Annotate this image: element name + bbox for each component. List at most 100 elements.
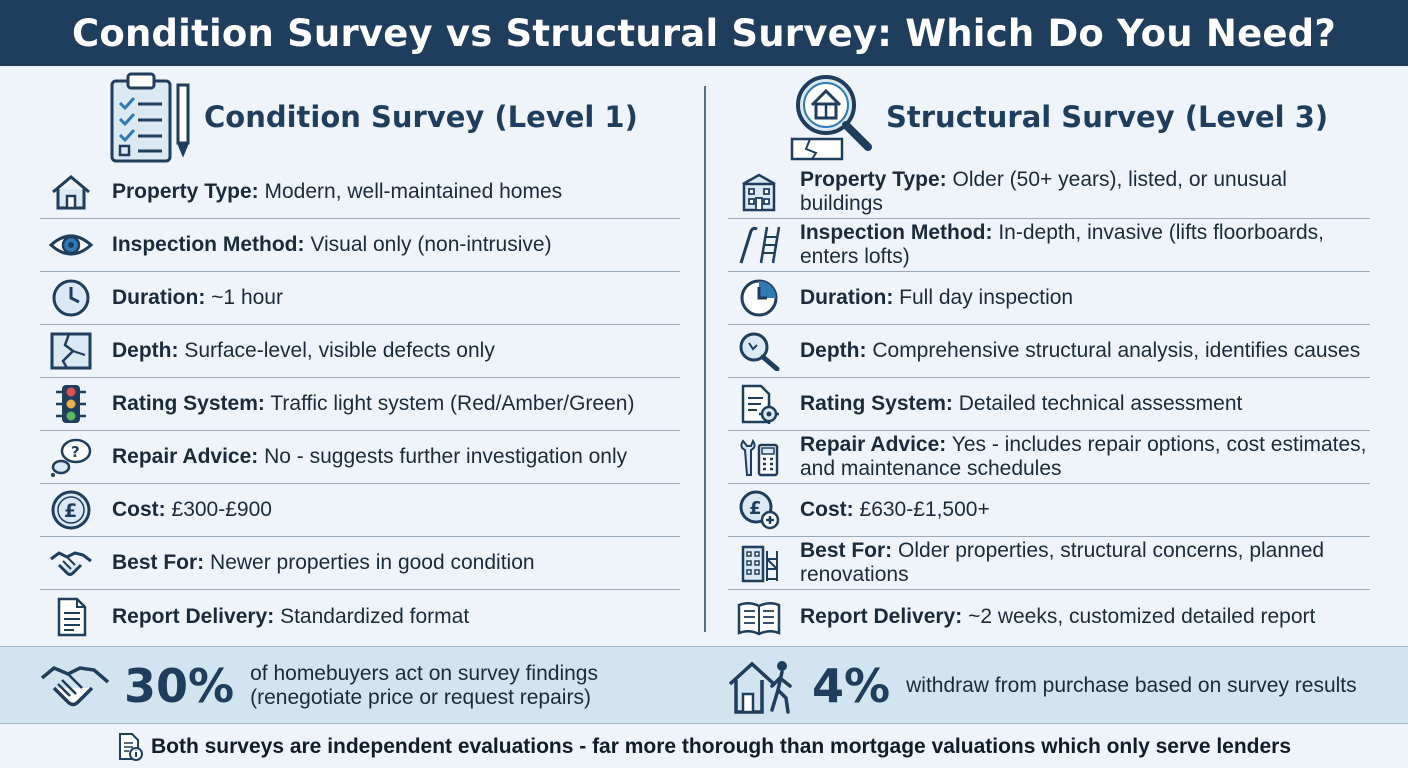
row-value: £300-£900 [171, 498, 272, 521]
row-label: Repair Advice: [112, 445, 259, 468]
magnifier-icon [736, 329, 782, 373]
column-divider [704, 86, 706, 632]
document-info-icon [118, 733, 143, 761]
list-item: Inspection Method: Visual only (non-intr… [40, 219, 680, 272]
list-item: Property Type: Older (50+ years), listed… [728, 166, 1370, 219]
row-value: Modern, well-maintained homes [264, 180, 563, 203]
handshake-icon [40, 665, 110, 707]
condition-survey-title: Condition Survey (Level 1) [204, 100, 638, 134]
footer-note: Both surveys are independent evaluations… [0, 726, 1408, 768]
stat-text-line: of homebuyers act on survey findings [250, 662, 598, 685]
footer-text: Both surveys are independent evaluations… [150, 735, 1292, 758]
list-item: £ Cost: £300-£900 [40, 484, 680, 537]
list-item: Duration: ~1 hour [40, 272, 680, 325]
stat-text-line: (renegotiate price or request repairs) [250, 686, 591, 709]
document-icon [48, 595, 94, 639]
row-value: In-depth, invasive (lifts floorboards, e… [800, 221, 1324, 268]
row-label: Depth: [800, 339, 867, 362]
stat-value: 4% [812, 659, 891, 713]
row-label: Best For: [112, 551, 205, 574]
list-item: Report Delivery: ~2 weeks, customized de… [728, 590, 1370, 643]
condition-survey-column: Condition Survey (Level 1) Property Type… [40, 68, 680, 644]
clipboard-checklist-icon [110, 72, 190, 163]
stat-value: 30% [124, 659, 235, 713]
svg-text:£: £ [749, 498, 762, 519]
row-label: Duration: [800, 286, 894, 309]
eye-icon [48, 223, 94, 267]
list-item: Rating System: Detailed technical assess… [728, 378, 1370, 431]
crowbar-ladder-icon [736, 223, 782, 267]
row-label: Inspection Method: [800, 221, 993, 244]
row-value: Detailed technical assessment [958, 392, 1243, 415]
document-gear-icon [736, 382, 782, 426]
row-value: ~1 hour [211, 286, 283, 309]
list-item: Best For: Older properties, structural c… [728, 537, 1370, 590]
row-label: Cost: [112, 498, 166, 521]
svg-text:£: £ [64, 500, 77, 522]
list-item: Depth: Surface-level, visible defects on… [40, 325, 680, 378]
page-title: Condition Survey vs Structural Survey: W… [0, 0, 1408, 66]
stats-band: 30% of homebuyers act on survey findings… [0, 646, 1408, 724]
row-label: Cost: [800, 498, 854, 521]
row-label: Depth: [112, 339, 179, 362]
house-walking-person-icon [728, 661, 792, 714]
row-label: Report Delivery: [800, 604, 963, 628]
handshake-icon [48, 541, 94, 585]
row-value: Traffic light system (Red/Amber/Green) [270, 392, 635, 415]
svg-text:?: ? [71, 443, 80, 461]
list-item: Depth: Comprehensive structural analysis… [728, 325, 1370, 378]
list-item: Repair Advice: Yes - includes repair opt… [728, 431, 1370, 484]
row-label: Property Type: [800, 168, 947, 191]
pound-coin-icon: £ [48, 488, 94, 532]
list-item: £ Cost: £630-£1,500+ [728, 484, 1370, 537]
list-item: Report Delivery: Standardized format [40, 590, 680, 643]
row-label: Inspection Method: [112, 233, 305, 256]
row-value: No - suggests further investigation only [264, 445, 628, 468]
wrench-calculator-icon [736, 435, 782, 479]
row-value: Standardized format [280, 604, 470, 628]
clock-icon [736, 276, 782, 320]
list-item: Inspection Method: In-depth, invasive (l… [728, 219, 1370, 272]
row-value: Older properties, structural concerns, p… [800, 539, 1325, 586]
row-value: Yes - includes repair options, cost esti… [800, 433, 1367, 480]
structural-survey-column: Structural Survey (Level 3) Property Typ… [728, 68, 1370, 644]
house-icon [48, 170, 94, 214]
row-value: Visual only (non-intrusive) [310, 233, 552, 256]
list-item: Duration: Full day inspection [728, 272, 1370, 325]
condition-survey-header: Condition Survey (Level 1) [40, 68, 680, 166]
row-value: ~2 weeks, customized detailed report [968, 604, 1316, 628]
clock-icon [48, 276, 94, 320]
list-item: ? Repair Advice: No - suggests further i… [40, 431, 680, 484]
row-label: Property Type: [112, 180, 259, 203]
magnifier-house-icon [790, 75, 872, 161]
row-label: Rating System: [112, 392, 265, 415]
stat-withdraw: 4% withdraw from purchase based on surve… [728, 647, 1357, 725]
open-book-icon [736, 595, 782, 639]
pound-coin-plus-icon: £ [736, 488, 782, 532]
stat-description: of homebuyers act on survey findings (re… [250, 662, 598, 710]
list-item: Rating System: Traffic light system (Red… [40, 378, 680, 431]
list-item: Best For: Newer properties in good condi… [40, 537, 680, 590]
row-value: £630-£1,500+ [859, 498, 990, 521]
structural-survey-title: Structural Survey (Level 3) [886, 100, 1329, 134]
stat-text-line: withdraw from purchase based on survey r… [906, 674, 1357, 697]
old-building-icon [736, 170, 782, 214]
row-label: Repair Advice: [800, 433, 947, 456]
row-value: Comprehensive structural analysis, ident… [872, 339, 1361, 362]
row-label: Duration: [112, 286, 206, 309]
row-label: Best For: [800, 539, 893, 562]
row-value: Newer properties in good condition [210, 551, 535, 574]
stat-act-on-findings: 30% of homebuyers act on survey findings… [40, 647, 598, 725]
row-label: Rating System: [800, 392, 953, 415]
row-value: Full day inspection [899, 286, 1074, 309]
list-item: Property Type: Modern, well-maintained h… [40, 166, 680, 219]
row-value: Surface-level, visible defects only [184, 339, 495, 362]
building-scaffold-icon [736, 541, 782, 585]
row-value: Older (50+ years), listed, or unusual bu… [800, 168, 1287, 215]
stat-description: withdraw from purchase based on survey r… [906, 674, 1357, 698]
structural-survey-header: Structural Survey (Level 3) [728, 68, 1370, 166]
traffic-light-icon [48, 382, 94, 426]
row-label: Report Delivery: [112, 604, 275, 628]
cracked-wall-icon [48, 329, 94, 373]
question-bubble-icon: ? [48, 435, 94, 479]
